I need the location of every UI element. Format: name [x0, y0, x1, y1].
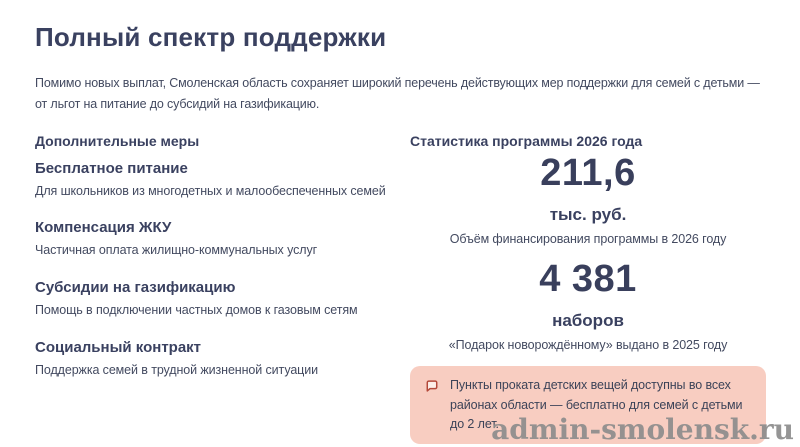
info-callout: Пункты проката детских вещей доступны во…: [410, 366, 766, 445]
stat-value: 211,6: [540, 151, 636, 194]
measure-description: Поддержка семей в трудной жизненной ситу…: [35, 362, 319, 377]
measure-title: Бесплатное питание: [35, 159, 188, 177]
measure-title: Компенсация ЖКУ: [35, 219, 172, 237]
stat-block-newborn-gifts: 4 381 наборов «Подарок новорождённому» в…: [410, 258, 766, 354]
measure-title: Социальный контракт: [35, 338, 202, 356]
additional-measures-column: Дополнительные меры Бесплатное питание Д…: [35, 133, 390, 444]
watermark: admin-smolensk.ru: [491, 413, 794, 446]
stat-block-funding: 211,6 тыс. руб. Объём финансирования про…: [410, 152, 766, 248]
measure-description: Помощь в подключении частных домов к газ…: [35, 303, 358, 318]
stat-caption: «Подарок новорождённому» выдано в 2025 г…: [448, 337, 728, 352]
statistics-header: Статистика программы 2026 года: [410, 133, 643, 149]
stat-unit: наборов: [552, 311, 624, 331]
measure-item-social-contract: Социальный контракт Поддержка семей в тр…: [35, 339, 390, 379]
stat-value: 4 381: [539, 257, 637, 300]
two-column-layout: Дополнительные меры Бесплатное питание Д…: [35, 133, 766, 445]
page-title: Полный спектр поддержки: [35, 22, 387, 52]
stat-caption: Объём финансирования программы в 2026 го…: [449, 231, 727, 246]
program-statistics-column: Статистика программы 2026 года 211,6 тыс…: [410, 133, 766, 445]
measure-item-utilities-compensation: Компенсация ЖКУ Частичная оплата жилищно…: [35, 219, 390, 259]
measures-header: Дополнительные меры: [35, 133, 200, 149]
measure-item-free-meals: Бесплатное питание Для школьников из мно…: [35, 160, 390, 200]
callout-text: Пункты проката детских вещей доступны во…: [450, 378, 743, 431]
measure-description: Для школьников из многодетных и малообес…: [35, 183, 386, 198]
stat-unit: тыс. руб.: [549, 205, 627, 225]
measure-description: Частичная оплата жилищно-коммунальных ус…: [35, 243, 318, 258]
intro-text: Помимо новых выплат, Смоленская область …: [35, 76, 760, 111]
measure-title: Субсидии на газификацию: [35, 279, 236, 297]
comment-icon: [425, 379, 439, 393]
measure-item-gas-subsidies: Субсидии на газификацию Помощь в подключ…: [35, 279, 390, 319]
